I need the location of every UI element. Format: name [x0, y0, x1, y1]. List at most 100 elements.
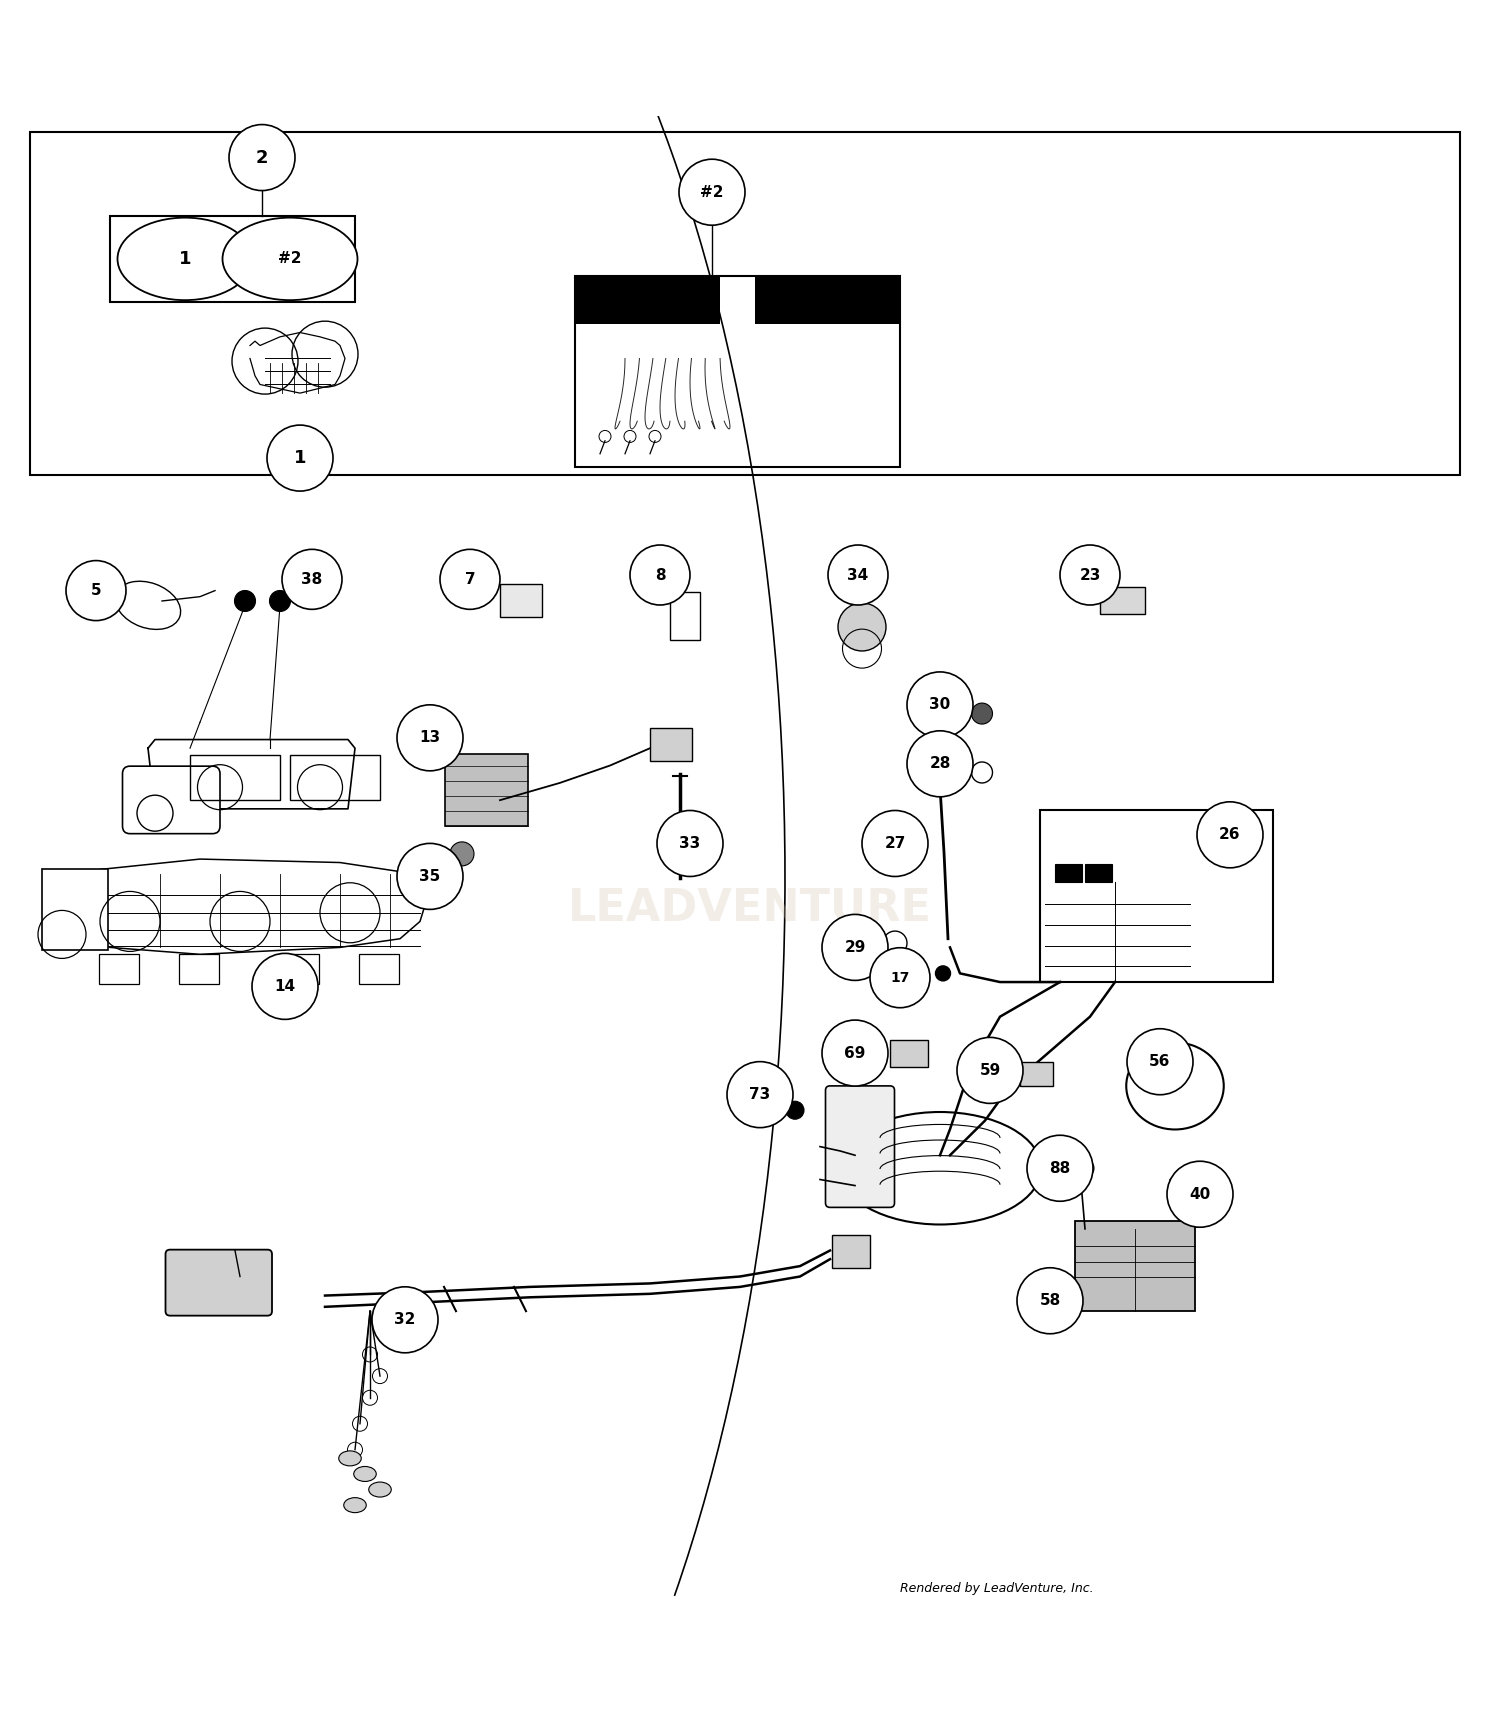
- Text: 32: 32: [394, 1313, 416, 1327]
- Bar: [1020, 1062, 1053, 1086]
- Text: 27: 27: [885, 837, 906, 850]
- Circle shape: [1076, 1159, 1094, 1178]
- Circle shape: [1017, 1268, 1083, 1334]
- FancyBboxPatch shape: [165, 1251, 272, 1316]
- FancyBboxPatch shape: [825, 1086, 894, 1207]
- Circle shape: [972, 703, 993, 724]
- Text: 88: 88: [1050, 1160, 1071, 1176]
- FancyBboxPatch shape: [358, 954, 399, 984]
- Text: 35: 35: [420, 869, 441, 883]
- Ellipse shape: [339, 1451, 362, 1465]
- Bar: [500, 584, 542, 617]
- Circle shape: [230, 125, 296, 191]
- Bar: [290, 755, 380, 800]
- Bar: [1084, 864, 1112, 883]
- Circle shape: [1028, 1134, 1094, 1202]
- Text: 30: 30: [930, 698, 951, 712]
- Circle shape: [936, 966, 951, 980]
- Polygon shape: [1170, 1173, 1196, 1192]
- Circle shape: [234, 591, 255, 611]
- Text: 1: 1: [178, 249, 192, 268]
- Bar: [574, 275, 720, 324]
- Circle shape: [450, 842, 474, 866]
- Bar: [670, 592, 700, 639]
- Bar: [446, 753, 528, 826]
- Bar: [890, 1039, 927, 1067]
- Circle shape: [870, 947, 930, 1008]
- Circle shape: [908, 672, 974, 738]
- Circle shape: [680, 159, 746, 225]
- Bar: [833, 1235, 870, 1268]
- Text: 8: 8: [654, 568, 666, 582]
- Text: 2: 2: [255, 149, 268, 166]
- Circle shape: [440, 549, 500, 610]
- Text: 29: 29: [844, 940, 865, 954]
- Text: #2: #2: [700, 185, 723, 199]
- Text: 58: 58: [1040, 1294, 1060, 1308]
- Bar: [190, 755, 280, 800]
- Bar: [110, 215, 356, 301]
- Bar: [650, 727, 692, 760]
- FancyBboxPatch shape: [178, 954, 219, 984]
- Text: 26: 26: [1220, 828, 1240, 842]
- Bar: [574, 275, 900, 466]
- Text: 28: 28: [930, 757, 951, 771]
- Circle shape: [398, 843, 464, 909]
- FancyBboxPatch shape: [42, 869, 108, 951]
- FancyBboxPatch shape: [279, 954, 320, 984]
- Circle shape: [1167, 1160, 1233, 1228]
- Circle shape: [957, 1037, 1023, 1103]
- Text: 7: 7: [465, 572, 476, 587]
- Circle shape: [282, 549, 342, 610]
- Bar: [754, 275, 900, 324]
- Circle shape: [862, 811, 928, 876]
- Circle shape: [252, 953, 318, 1020]
- Text: LEADVENTURE: LEADVENTURE: [568, 887, 932, 930]
- FancyBboxPatch shape: [123, 766, 220, 833]
- Text: 40: 40: [1190, 1186, 1210, 1202]
- Ellipse shape: [222, 218, 357, 300]
- Text: 5: 5: [90, 584, 102, 598]
- Bar: [1076, 1221, 1196, 1311]
- Ellipse shape: [369, 1483, 392, 1496]
- Text: 17: 17: [891, 970, 909, 986]
- Text: Rendered by LeadVenture, Inc.: Rendered by LeadVenture, Inc.: [900, 1581, 1094, 1595]
- Circle shape: [728, 1062, 794, 1128]
- Text: 69: 69: [844, 1046, 865, 1060]
- Text: #2: #2: [279, 251, 302, 267]
- Text: 59: 59: [980, 1063, 1000, 1077]
- Ellipse shape: [354, 1467, 376, 1481]
- Circle shape: [630, 546, 690, 604]
- Bar: [1040, 809, 1272, 982]
- Bar: [30, 132, 1460, 475]
- Circle shape: [1126, 1029, 1192, 1095]
- Circle shape: [267, 424, 333, 492]
- Circle shape: [822, 914, 888, 980]
- Circle shape: [270, 591, 291, 611]
- Circle shape: [66, 561, 126, 620]
- FancyBboxPatch shape: [99, 954, 140, 984]
- Circle shape: [828, 546, 888, 604]
- Circle shape: [372, 1287, 438, 1353]
- Circle shape: [398, 705, 464, 771]
- Text: 1: 1: [294, 449, 306, 468]
- Circle shape: [822, 1020, 888, 1086]
- Text: 33: 33: [680, 837, 700, 850]
- Circle shape: [908, 731, 974, 797]
- Bar: [1054, 864, 1082, 883]
- Bar: [1100, 587, 1144, 613]
- Circle shape: [786, 1102, 804, 1119]
- Text: 73: 73: [750, 1088, 771, 1102]
- Text: 13: 13: [420, 731, 441, 745]
- Ellipse shape: [839, 1112, 1041, 1225]
- Circle shape: [839, 603, 886, 651]
- Text: 56: 56: [1149, 1055, 1170, 1069]
- Text: 14: 14: [274, 979, 296, 994]
- Circle shape: [1060, 546, 1120, 604]
- Ellipse shape: [117, 218, 252, 300]
- Circle shape: [657, 811, 723, 876]
- Text: 34: 34: [847, 568, 868, 582]
- Text: 38: 38: [302, 572, 322, 587]
- Text: 23: 23: [1080, 568, 1101, 582]
- Ellipse shape: [344, 1498, 366, 1512]
